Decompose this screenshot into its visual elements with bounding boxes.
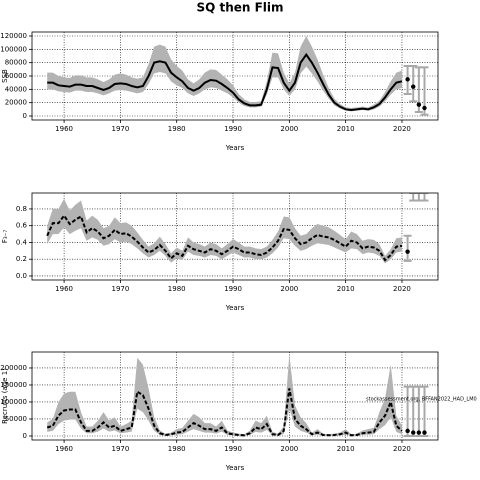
y-tick-label: 150000 [0,381,27,389]
x-tick-label: 1980 [168,125,186,133]
plot-area [47,36,429,116]
confidence-band [47,36,402,112]
x-tick-label: 1960 [55,285,73,293]
projection-point [405,428,410,434]
projection-point [416,430,422,435]
x-tick-label: 1960 [55,125,73,133]
confidence-band [47,354,402,436]
projection-point [416,102,422,107]
annotation: stockassessment.org, BFFAN2022_HAD_LM0 [366,397,477,403]
projection-point [411,430,416,435]
x-axis-label: Years [225,144,245,152]
y-tick-label: 60000 [5,72,27,80]
y-tick-label: 50000 [5,415,27,423]
x-tick-label: 2020 [393,445,411,453]
estimate-line [46,388,403,437]
y-tick-label: 0.4 [16,238,28,246]
plot-area [46,193,429,264]
axes-frame [31,351,439,441]
x-tick-label: 1990 [224,285,242,293]
x-tick-label: 2000 [280,125,298,133]
y-tick-label: 0.8 [16,205,27,213]
y-tick-label: 0 [23,432,27,440]
figure-title: SQ then Flim [196,1,283,15]
projection-point [405,249,410,254]
plot-area [46,354,429,437]
x-tick-label: 2000 [280,445,298,453]
x-axis-label: Years [225,304,245,312]
y-tick-label: 0.6 [16,222,28,230]
projection-point [422,430,427,435]
x-tick-label: 1970 [111,285,129,293]
x-axis-label: Years [225,464,245,472]
x-tick-label: 1980 [168,445,186,453]
projection-point [405,77,410,82]
y-tick-label: 0.0 [16,272,27,280]
estimate-line [46,213,403,262]
projection-point [411,84,416,89]
x-tick-label: 2020 [393,285,411,293]
x-tick-label: 1990 [224,445,242,453]
y-tick-label: 0.2 [16,255,27,263]
y-tick-label: 0 [23,112,27,120]
y-tick-label: 100000 [0,398,27,406]
confidence-band [47,198,402,264]
x-tick-label: 2000 [280,285,298,293]
y-tick-label: 200000 [0,364,27,372]
y-tick-label: 80000 [5,59,27,67]
x-tick-label: 2010 [337,125,355,133]
projection-point [422,105,427,111]
axes-frame [31,192,439,281]
y-tick-label: 120000 [0,32,27,40]
y-tick-label: 20000 [5,99,27,107]
y-axis-label: F₃₋₇ [1,230,9,244]
y-tick-label: 100000 [0,45,27,53]
x-tick-label: 2020 [393,125,411,133]
y-tick-label: 40000 [5,85,27,93]
x-tick-label: 1990 [224,125,242,133]
x-tick-label: 1970 [111,125,129,133]
x-tick-label: 2010 [337,445,355,453]
estimate-line [47,52,403,112]
x-tick-label: 1980 [168,285,186,293]
x-tick-label: 1960 [55,445,73,453]
y-axis-label: Recruits (age 1) [1,368,9,424]
y-axis-label: SSB [1,69,9,83]
x-tick-label: 2010 [337,285,355,293]
x-tick-label: 1970 [111,445,129,453]
